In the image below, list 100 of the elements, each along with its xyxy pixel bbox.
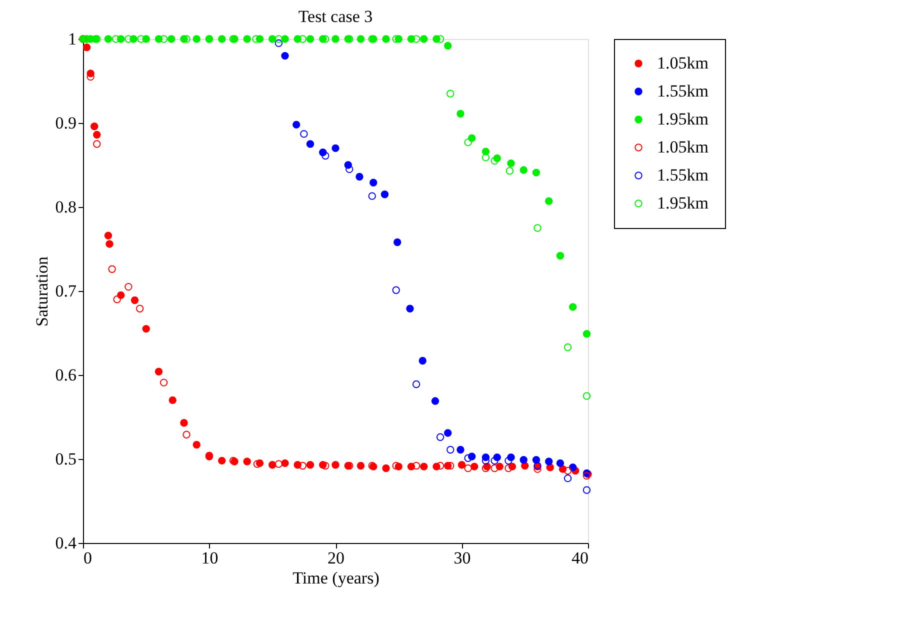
point xyxy=(322,152,330,160)
point xyxy=(556,459,564,468)
point xyxy=(281,459,289,468)
point xyxy=(268,461,276,469)
y-tick-label: 0.5 xyxy=(55,450,76,468)
point xyxy=(281,35,289,43)
point xyxy=(104,35,112,43)
y-tick-label: 0.9 xyxy=(55,114,76,132)
point xyxy=(368,192,376,200)
point xyxy=(300,130,308,138)
point xyxy=(464,464,472,472)
point xyxy=(346,165,354,174)
point xyxy=(490,156,498,165)
x-tick-label: 20 xyxy=(328,548,344,568)
point xyxy=(520,456,528,464)
point xyxy=(168,35,176,43)
point xyxy=(412,462,420,470)
point xyxy=(168,396,176,404)
point xyxy=(142,324,150,333)
point xyxy=(568,303,577,311)
x-tick-label: 0 xyxy=(84,548,92,568)
point xyxy=(124,282,132,291)
point xyxy=(130,296,139,304)
point xyxy=(292,120,300,129)
point xyxy=(582,330,591,338)
y-axis-title: Saturation xyxy=(32,256,52,326)
legend-label: 1.95km xyxy=(657,110,708,128)
point xyxy=(582,486,591,494)
legend-label: 1.05km xyxy=(657,138,708,156)
point xyxy=(274,460,283,468)
point xyxy=(504,456,512,465)
point xyxy=(406,304,414,312)
point xyxy=(392,286,400,294)
point xyxy=(482,154,490,162)
point xyxy=(180,419,188,427)
point xyxy=(356,172,364,181)
point xyxy=(218,35,226,43)
point xyxy=(564,466,572,475)
point xyxy=(520,166,528,174)
point xyxy=(545,197,553,205)
point xyxy=(394,238,402,246)
point xyxy=(412,380,420,388)
point xyxy=(504,464,512,472)
y-tick-label: 0.8 xyxy=(55,198,76,216)
point xyxy=(380,190,389,198)
point xyxy=(444,42,452,50)
point xyxy=(556,252,564,260)
point xyxy=(113,296,121,304)
point xyxy=(82,44,91,52)
point xyxy=(93,140,101,148)
point xyxy=(446,446,454,454)
point xyxy=(356,35,365,43)
point xyxy=(482,148,490,156)
point xyxy=(490,464,498,472)
point xyxy=(274,39,283,48)
point xyxy=(458,461,466,469)
point xyxy=(470,462,478,470)
point xyxy=(281,52,289,60)
point xyxy=(446,90,454,98)
point xyxy=(332,144,340,152)
point xyxy=(218,456,226,465)
point xyxy=(506,167,514,175)
point xyxy=(298,462,307,470)
point xyxy=(322,462,330,470)
point xyxy=(464,454,472,462)
point xyxy=(545,458,553,466)
point xyxy=(420,462,428,470)
legend-label: 1.55km xyxy=(657,166,708,184)
point xyxy=(534,224,542,232)
point xyxy=(507,159,515,168)
x-tick-label: 10 xyxy=(201,548,218,568)
point xyxy=(420,35,428,43)
point xyxy=(306,461,314,469)
point xyxy=(182,430,190,438)
point xyxy=(108,265,116,274)
point xyxy=(274,35,283,43)
point xyxy=(456,446,464,454)
point xyxy=(582,392,591,400)
point xyxy=(382,35,390,43)
point xyxy=(93,130,101,139)
y-tick-label: 0.7 xyxy=(55,282,77,300)
legend-label: 1.95km xyxy=(657,194,708,212)
x-axis-title: Time (years) xyxy=(292,568,380,588)
legend-label: 1.05km xyxy=(657,54,708,72)
point xyxy=(243,35,251,43)
chart-title: Test case 3 xyxy=(298,7,373,26)
point xyxy=(268,35,276,43)
point xyxy=(192,35,200,43)
point xyxy=(90,122,98,130)
point xyxy=(104,232,112,240)
point xyxy=(370,178,378,186)
point xyxy=(532,456,540,464)
point xyxy=(382,464,390,472)
point xyxy=(137,35,145,43)
y-tick-label: 0.6 xyxy=(55,366,76,384)
y-tick-label: 1 xyxy=(68,30,76,48)
x-tick-label: 40 xyxy=(572,548,588,568)
point xyxy=(456,110,464,118)
point xyxy=(564,343,572,352)
x-tick-label: 30 xyxy=(454,548,471,568)
